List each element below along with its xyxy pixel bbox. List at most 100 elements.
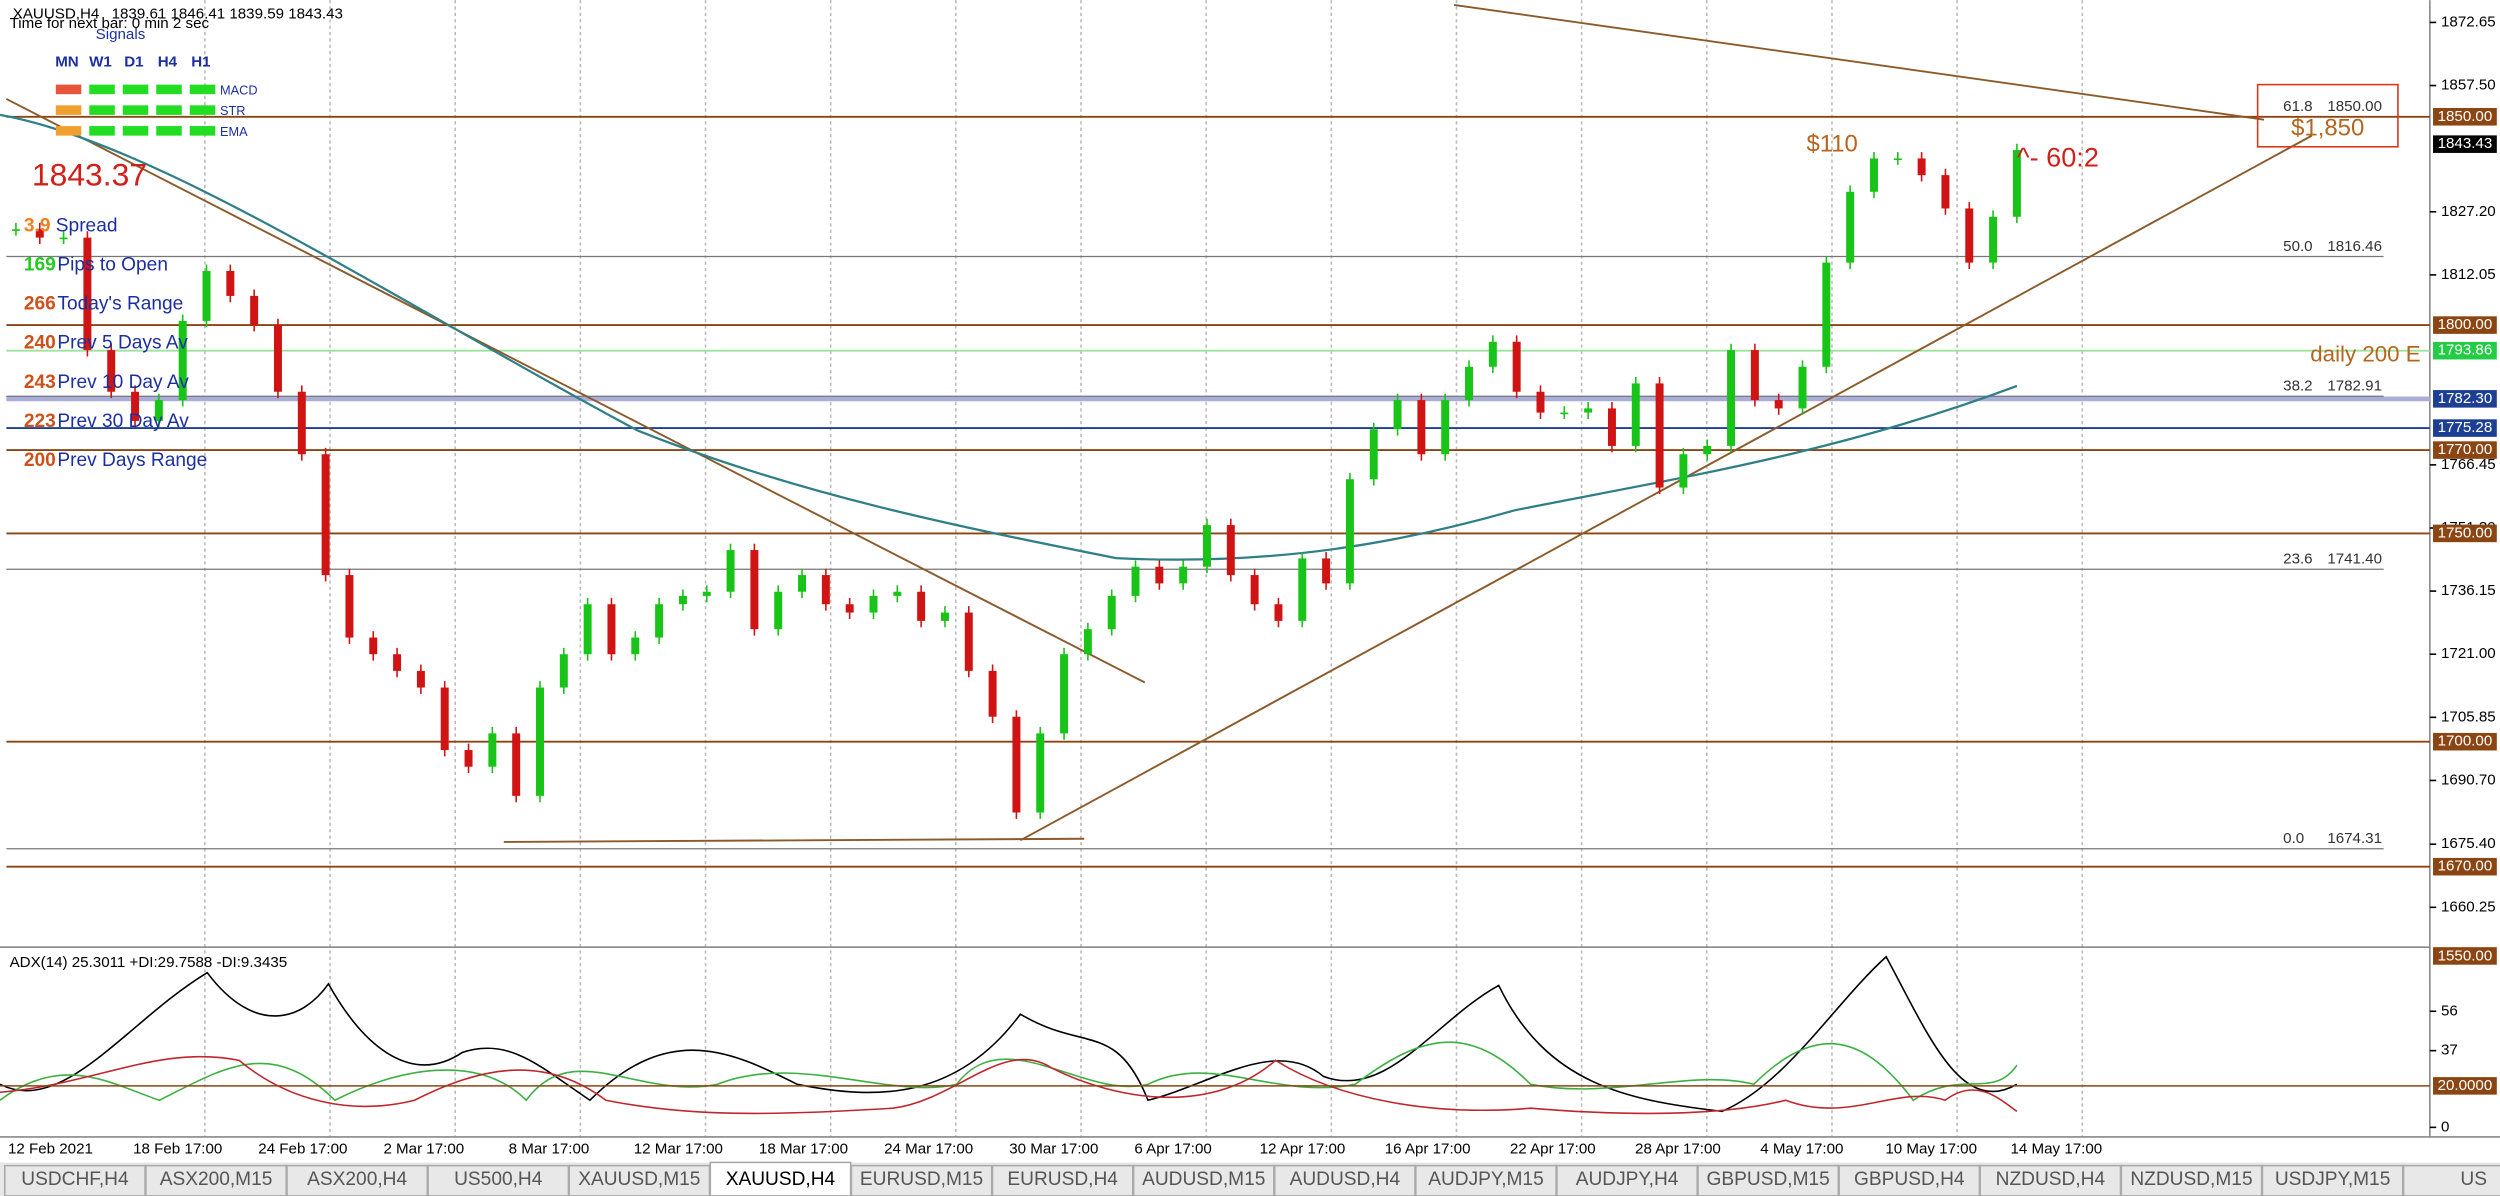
tab[interactable] [3, 1164, 146, 1196]
fib-price: 1816.46 [2327, 238, 2382, 255]
tab[interactable] [427, 1164, 570, 1196]
info-label: Prev 30 Day Av [57, 411, 189, 432]
candle [964, 612, 973, 671]
candle [2012, 150, 2021, 217]
price-tick-label: 1660.25 [2441, 898, 2496, 915]
candle [774, 591, 783, 630]
candle [940, 612, 949, 621]
tab-label[interactable]: NZDUSD,M15 [2130, 1169, 2252, 1190]
candle [59, 237, 68, 240]
tab-label[interactable]: AUDUSD,H4 [1290, 1169, 1401, 1190]
tab-label[interactable]: AUDUSD,M15 [1142, 1169, 1265, 1190]
axis-box [2433, 1077, 2497, 1095]
price-tick-label: 1705.85 [2441, 708, 2496, 725]
tab[interactable] [2402, 1164, 2500, 1196]
candle [369, 637, 378, 655]
time-label: 24 Mar 17:00 [884, 1141, 973, 1158]
candle [393, 654, 402, 671]
axis-box [2433, 316, 2497, 334]
candle [917, 591, 926, 621]
candle [1703, 445, 1712, 455]
axis-box [2433, 341, 2497, 360]
info-number: 240 [24, 333, 56, 354]
tab-label[interactable]: US500,H4 [454, 1169, 543, 1190]
tab-label[interactable]: EURUSD,M15 [860, 1169, 983, 1190]
candle [655, 604, 664, 638]
tab[interactable] [991, 1164, 1134, 1196]
tab-label[interactable]: XAUUSD,H4 [726, 1169, 836, 1190]
tab[interactable] [1556, 1164, 1699, 1196]
tab-label[interactable]: ASX200,M15 [160, 1169, 273, 1190]
candle [1822, 262, 1831, 367]
fib-price: 1782.91 [2327, 378, 2382, 395]
candle [1179, 566, 1188, 584]
candle [1060, 654, 1069, 734]
info-label: Prev 10 Day Av [57, 372, 189, 393]
tab-label[interactable]: EURUSD,H4 [1007, 1169, 1118, 1190]
target-box [2256, 83, 2399, 148]
info-number: 243 [24, 372, 56, 393]
trend-line [1453, 3, 2265, 121]
candle [1774, 400, 1783, 409]
axis-box-label: 1793.86 [2438, 342, 2493, 359]
candle [1655, 383, 1664, 488]
tab-label[interactable]: USDJPY,M15 [2275, 1169, 2391, 1190]
trend-line [503, 837, 1085, 843]
signal-column: H4 [158, 53, 178, 70]
tab[interactable] [850, 1164, 993, 1196]
tab-label[interactable]: ASX200,H4 [307, 1169, 407, 1190]
candle [440, 687, 449, 751]
tab-label[interactable]: GBPUSD,H4 [1854, 1169, 1965, 1190]
signal-cell [89, 84, 115, 95]
price-tick-label: 1675.40 [2441, 835, 2496, 852]
fib-price: 1850.00 [2327, 98, 2382, 115]
price-tick-label: 1766.45 [2441, 456, 2496, 473]
signal-column: H1 [191, 53, 210, 70]
tab-label[interactable]: XAUUSD,M15 [578, 1169, 700, 1190]
axis-box-label: 1843.43 [2438, 135, 2493, 152]
fib-ratio: 50.0 [2283, 238, 2312, 255]
candle [1012, 716, 1021, 813]
candles [11, 143, 2021, 819]
time-label: 16 Apr 17:00 [1385, 1141, 1471, 1158]
candle [1203, 525, 1211, 567]
candle [1512, 341, 1521, 392]
info-label: Pips to Open [57, 255, 168, 276]
candle [1679, 454, 1688, 488]
fib-ratio: 0.0 [2283, 830, 2304, 847]
annotation: $110 [1806, 131, 1857, 158]
signal-cell [89, 105, 115, 115]
candle [1345, 479, 1354, 584]
tab[interactable] [1838, 1164, 1981, 1196]
tab-label[interactable]: AUDJPY,H4 [1576, 1169, 1679, 1190]
candle [798, 575, 807, 592]
info-label: Prev Days Range [57, 450, 207, 471]
axis-box-label: 1775.28 [2438, 419, 2493, 436]
candle [702, 591, 711, 596]
tab-label[interactable]: GBPUSD,M15 [1707, 1169, 1830, 1190]
info-number: 3.9 [24, 216, 51, 237]
info-number: 169 [24, 255, 56, 276]
minus-di-line [0, 1055, 2018, 1115]
tab-label[interactable]: USDCHF,H4 [21, 1169, 129, 1190]
candle [1536, 391, 1545, 413]
candle [226, 270, 235, 296]
annotation: daily 200 E [2310, 342, 2420, 367]
tab-label[interactable]: AUDJPY,M15 [1428, 1169, 1544, 1190]
tab-label[interactable]: US [2460, 1169, 2487, 1190]
fib-ratio: 23.6 [2283, 551, 2312, 568]
candle [464, 750, 473, 767]
tab-label[interactable]: NZDUSD,H4 [1996, 1169, 2106, 1190]
candle [11, 229, 20, 231]
candle [1441, 400, 1450, 455]
candle [893, 591, 902, 596]
axis-box [2433, 857, 2497, 876]
candle [1465, 366, 1474, 401]
info-number: 200 [24, 450, 56, 471]
tab[interactable] [1132, 1164, 1275, 1196]
candle [297, 391, 306, 455]
signals-title: Signals [96, 26, 146, 43]
candle [631, 637, 640, 655]
signal-column: D1 [124, 53, 143, 70]
